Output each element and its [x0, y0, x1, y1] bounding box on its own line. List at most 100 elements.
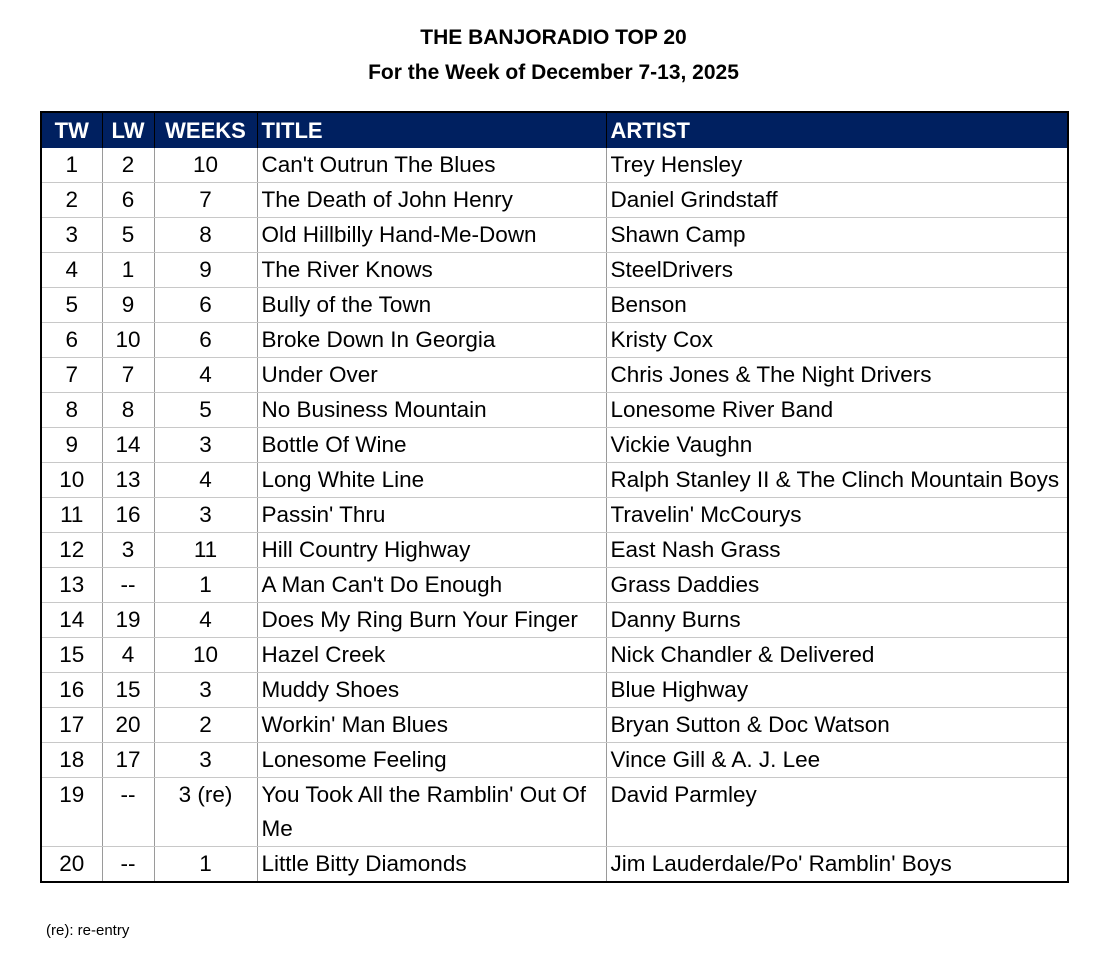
cell-lw: 20	[102, 707, 155, 743]
cell-tw: 5	[41, 287, 103, 323]
cell-weeks: 3 (re)	[154, 777, 258, 847]
col-header-lw: LW	[102, 112, 155, 148]
cell-artist: Travelin' McCourys	[606, 497, 1069, 533]
cell-title: Broke Down In Georgia	[257, 322, 607, 358]
cell-title: Can't Outrun The Blues	[257, 148, 607, 183]
col-header-title: TITLE	[257, 112, 607, 148]
cell-weeks: 4	[154, 357, 258, 393]
table-row: 19 -- 3 (re) You Took All the Ramblin' Out …	[41, 777, 1069, 847]
cell-tw: 10	[41, 462, 103, 498]
cell-lw: 13	[102, 462, 155, 498]
cell-lw: 15	[102, 672, 155, 708]
cell-title: Little Bitty Diamonds	[257, 846, 607, 883]
cell-lw: 5	[102, 217, 155, 253]
cell-tw: 20	[41, 846, 103, 883]
cell-title: Bottle Of Wine	[257, 427, 607, 463]
cell-lw: --	[102, 846, 155, 883]
cell-tw: 7	[41, 357, 103, 393]
cell-tw: 4	[41, 252, 103, 288]
cell-artist: Shawn Camp	[606, 217, 1069, 253]
cell-title: Muddy Shoes	[257, 672, 607, 708]
cell-title: Long White Line	[257, 462, 607, 498]
cell-tw: 3	[41, 217, 103, 253]
table-row: 12 3 11 Hill Country Highway East Nash Grass	[41, 532, 1069, 568]
cell-tw: 13	[41, 567, 103, 603]
cell-artist: Benson	[606, 287, 1069, 323]
cell-weeks: 1	[154, 567, 258, 603]
table-row: 10 13 4 Long White Line Ralph Stanley II & T…	[41, 462, 1069, 498]
table-row: 2 6 7 The Death of John Henry Daniel Grindst…	[41, 182, 1069, 218]
cell-weeks: 3	[154, 427, 258, 463]
cell-weeks: 5	[154, 392, 258, 428]
cell-lw: 17	[102, 742, 155, 778]
table-row: 4 1 9 The River Knows SteelDrivers	[41, 252, 1069, 288]
cell-lw: 8	[102, 392, 155, 428]
cell-artist: Jim Lauderdale/Po' Ramblin' Boys	[606, 846, 1069, 883]
cell-tw: 6	[41, 322, 103, 358]
table-row: 16 15 3 Muddy Shoes Blue Highway	[41, 672, 1069, 708]
cell-weeks: 9	[154, 252, 258, 288]
cell-lw: 4	[102, 637, 155, 673]
cell-lw: --	[102, 567, 155, 603]
cell-title: The River Knows	[257, 252, 607, 288]
cell-title: Hill Country Highway	[257, 532, 607, 568]
cell-tw: 2	[41, 182, 103, 218]
cell-artist: East Nash Grass	[606, 532, 1069, 568]
table-row: 18 17 3 Lonesome Feeling Vince Gill & A. J. …	[41, 742, 1069, 778]
cell-title: Does My Ring Burn Your Finger	[257, 602, 607, 638]
cell-weeks: 6	[154, 287, 258, 323]
cell-title: A Man Can't Do Enough	[257, 567, 607, 603]
cell-artist: Kristy Cox	[606, 322, 1069, 358]
cell-title: Under Over	[257, 357, 607, 393]
header-row: TW LW WEEKS TITLE ARTIST	[41, 112, 1069, 148]
cell-lw: 7	[102, 357, 155, 393]
cell-weeks: 6	[154, 322, 258, 358]
col-header-tw: TW	[41, 112, 103, 148]
table-row: 11 16 3 Passin' Thru Travelin' McCourys	[41, 497, 1069, 533]
cell-title: Passin' Thru	[257, 497, 607, 533]
cell-weeks: 3	[154, 672, 258, 708]
cell-weeks: 11	[154, 532, 258, 568]
cell-title: Bully of the Town	[257, 287, 607, 323]
cell-artist: Lonesome River Band	[606, 392, 1069, 428]
table-row: 20 -- 1 Little Bitty Diamonds Jim Lauderdale…	[41, 846, 1069, 883]
table-row: 5 9 6 Bully of the Town Benson	[41, 287, 1069, 323]
cell-tw: 9	[41, 427, 103, 463]
table-row: 3 5 8 Old Hillbilly Hand-Me-Down Shawn Camp	[41, 217, 1069, 253]
cell-title: You Took All the Ramblin' Out Of Me	[257, 777, 607, 847]
cell-lw: --	[102, 777, 155, 847]
cell-tw: 15	[41, 637, 103, 673]
cell-title: Workin' Man Blues	[257, 707, 607, 743]
table-row: 1 2 10 Can't Outrun The Blues Trey Hensley	[41, 148, 1069, 183]
footnote: (re): re-entry	[46, 922, 130, 939]
cell-lw: 2	[102, 148, 155, 183]
cell-weeks: 10	[154, 637, 258, 673]
table-row: 8 8 5 No Business Mountain Lonesome River Ba…	[41, 392, 1069, 428]
cell-weeks: 3	[154, 497, 258, 533]
cell-tw: 12	[41, 532, 103, 568]
cell-artist: Vince Gill & A. J. Lee	[606, 742, 1069, 778]
table-row: 15 4 10 Hazel Creek Nick Chandler & Delivere…	[41, 637, 1069, 673]
cell-weeks: 4	[154, 462, 258, 498]
cell-weeks: 1	[154, 846, 258, 883]
cell-title: The Death of John Henry	[257, 182, 607, 218]
cell-lw: 6	[102, 182, 155, 218]
chart-title: THE BANJORADIO TOP 20	[420, 26, 687, 49]
cell-artist: Vickie Vaughn	[606, 427, 1069, 463]
table-row: 7 7 4 Under Over Chris Jones & The Night Dri…	[41, 357, 1069, 393]
cell-weeks: 4	[154, 602, 258, 638]
cell-lw: 3	[102, 532, 155, 568]
cell-title: No Business Mountain	[257, 392, 607, 428]
cell-lw: 10	[102, 322, 155, 358]
cell-artist: David Parmley	[606, 777, 1069, 847]
cell-title: Old Hillbilly Hand-Me-Down	[257, 217, 607, 253]
table-row: 9 14 3 Bottle Of Wine Vickie Vaughn	[41, 427, 1069, 463]
col-header-artist: ARTIST	[606, 112, 1069, 148]
cell-artist: Nick Chandler & Delivered	[606, 637, 1069, 673]
cell-title: Lonesome Feeling	[257, 742, 607, 778]
cell-artist: Danny Burns	[606, 602, 1069, 638]
cell-weeks: 10	[154, 148, 258, 183]
cell-artist: Ralph Stanley II & The Clinch Mountain B…	[606, 462, 1069, 498]
cell-lw: 16	[102, 497, 155, 533]
cell-tw: 1	[41, 148, 103, 183]
